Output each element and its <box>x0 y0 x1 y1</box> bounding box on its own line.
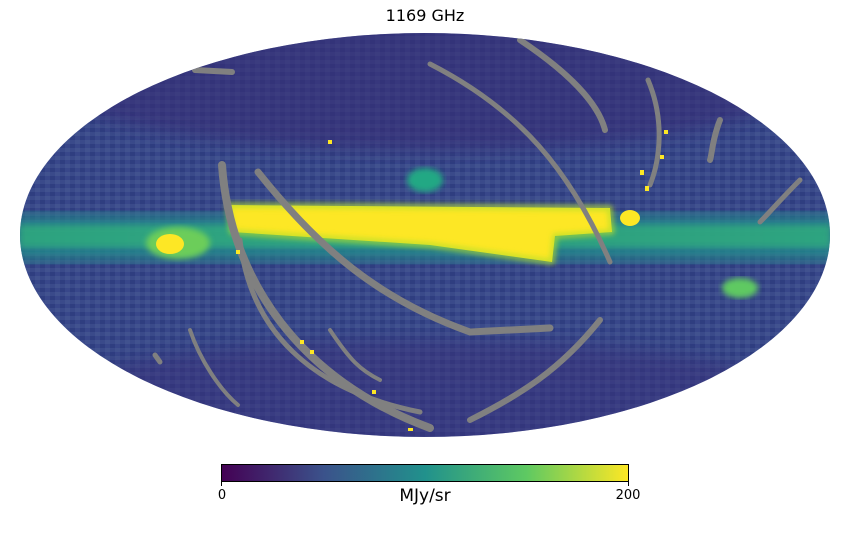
colorbar-unit-label: MJy/sr <box>399 486 451 506</box>
colorbar <box>221 464 629 482</box>
bright-pixels <box>236 130 668 431</box>
north-polar-region <box>45 33 805 150</box>
colorbar-min-tick <box>221 482 222 486</box>
colorbar-min-label: 0 <box>217 488 227 503</box>
galactic-center-band <box>228 205 612 262</box>
colorbar-max-label: 200 <box>615 488 641 503</box>
map-title: 1169 GHz <box>385 6 465 25</box>
masked-scan-strips <box>152 37 803 432</box>
colorbar-max-tick <box>628 482 629 486</box>
